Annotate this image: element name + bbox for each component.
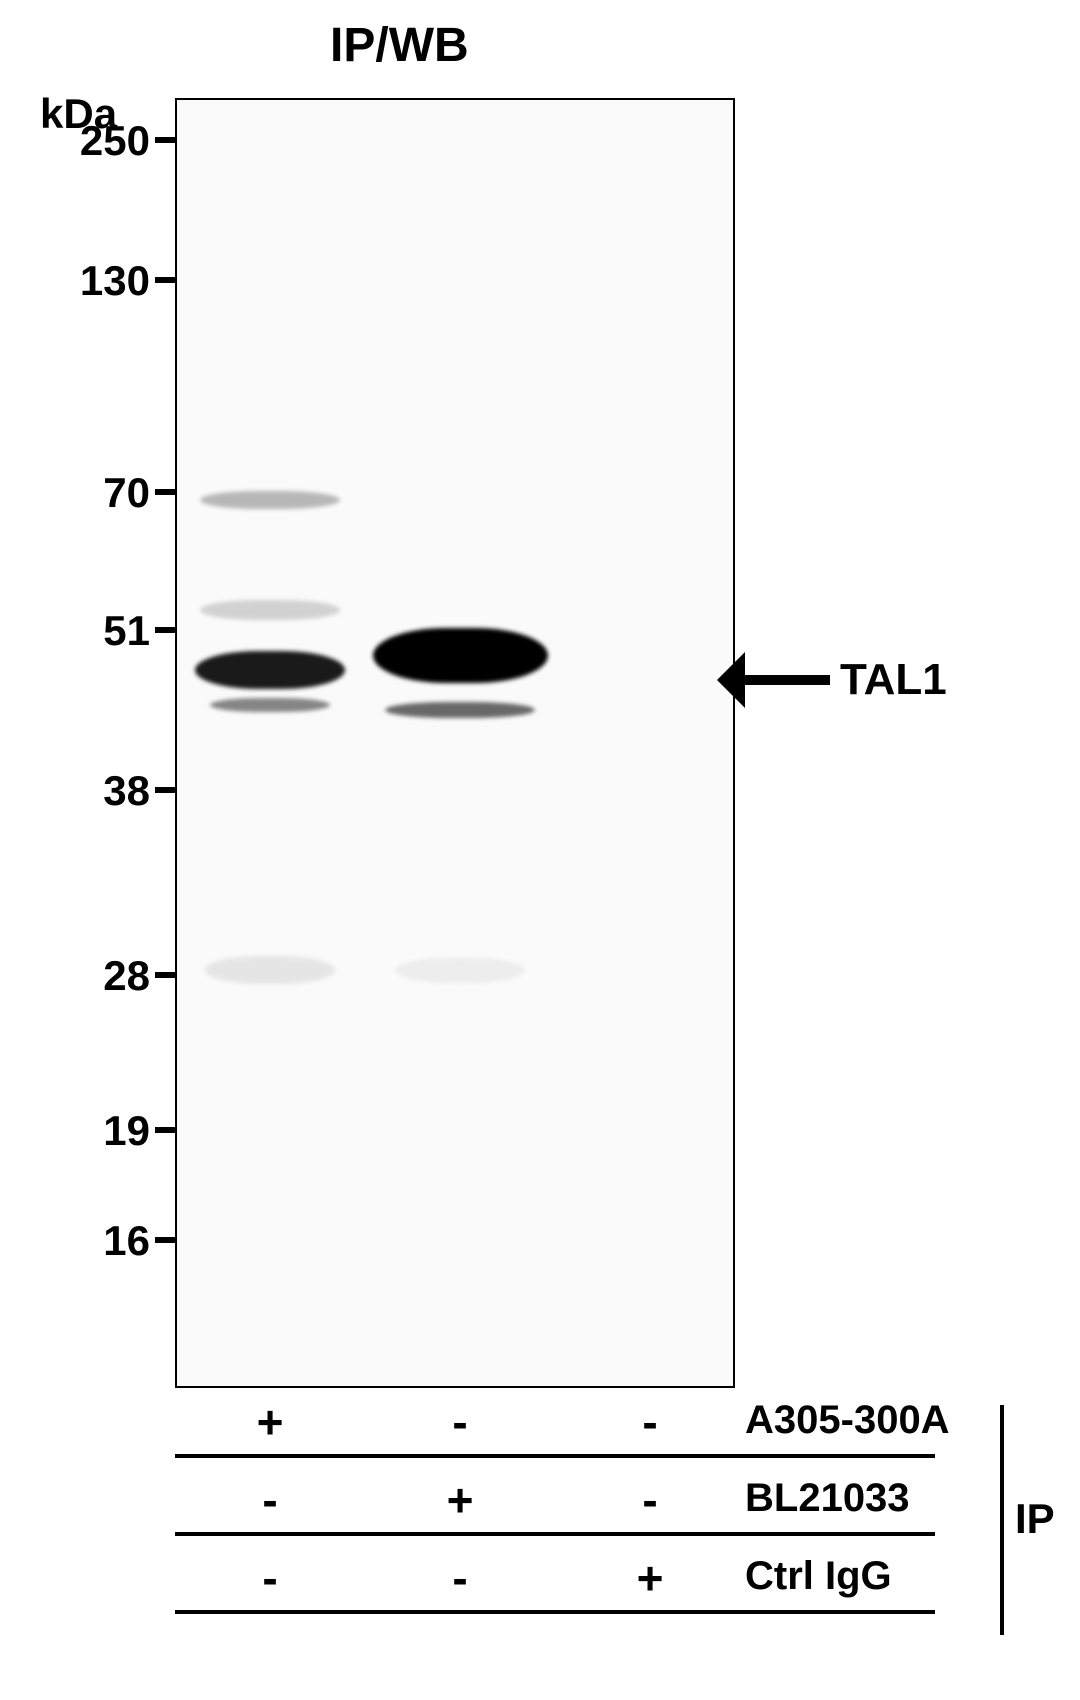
lane-mark: -	[440, 1551, 480, 1605]
lane-mark: +	[250, 1395, 290, 1449]
protein-band	[195, 651, 345, 689]
antibody-label: A305-300A	[745, 1398, 950, 1443]
western-blot-membrane	[175, 98, 735, 1388]
mw-marker-label: 19	[103, 1107, 150, 1155]
lane-mark: -	[250, 1473, 290, 1527]
mw-marker-label: 16	[103, 1217, 150, 1265]
protein-band	[395, 958, 525, 983]
mw-marker-tick	[155, 137, 175, 143]
protein-band	[210, 698, 330, 712]
mw-marker-tick	[155, 1237, 175, 1243]
mw-marker-tick	[155, 1127, 175, 1133]
antibody-label: BL21033	[745, 1476, 910, 1521]
row-divider	[175, 1454, 935, 1458]
target-band-label: TAL1	[840, 655, 947, 705]
antibody-label: Ctrl IgG	[745, 1554, 892, 1599]
protein-band	[200, 491, 340, 509]
mw-marker-label: 51	[103, 607, 150, 655]
mw-marker-label: 130	[80, 257, 150, 305]
figure-title: IP/WB	[330, 18, 469, 73]
protein-band	[373, 628, 548, 683]
lane-mark: +	[440, 1473, 480, 1527]
mw-marker-label: 38	[103, 767, 150, 815]
lane-mark: -	[440, 1395, 480, 1449]
row-divider	[175, 1532, 935, 1536]
row-divider	[175, 1610, 935, 1614]
lane-mark: +	[630, 1551, 670, 1605]
protein-band	[205, 956, 335, 984]
lane-mark: -	[250, 1551, 290, 1605]
mw-marker-label: 70	[103, 469, 150, 517]
mw-marker-label: 28	[103, 952, 150, 1000]
mw-marker-tick	[155, 787, 175, 793]
lane-mark: -	[630, 1395, 670, 1449]
mw-marker-tick	[155, 627, 175, 633]
target-band-arrow-head	[717, 652, 745, 708]
mw-marker-tick	[155, 489, 175, 495]
ip-group-label: IP	[1015, 1495, 1055, 1543]
mw-marker-label: 250	[80, 117, 150, 165]
target-band-arrow-shaft	[745, 675, 830, 685]
ip-bracket-line	[1000, 1405, 1004, 1635]
protein-band	[200, 600, 340, 620]
lane-mark: -	[630, 1473, 670, 1527]
mw-marker-tick	[155, 972, 175, 978]
mw-marker-tick	[155, 277, 175, 283]
protein-band	[385, 702, 535, 718]
